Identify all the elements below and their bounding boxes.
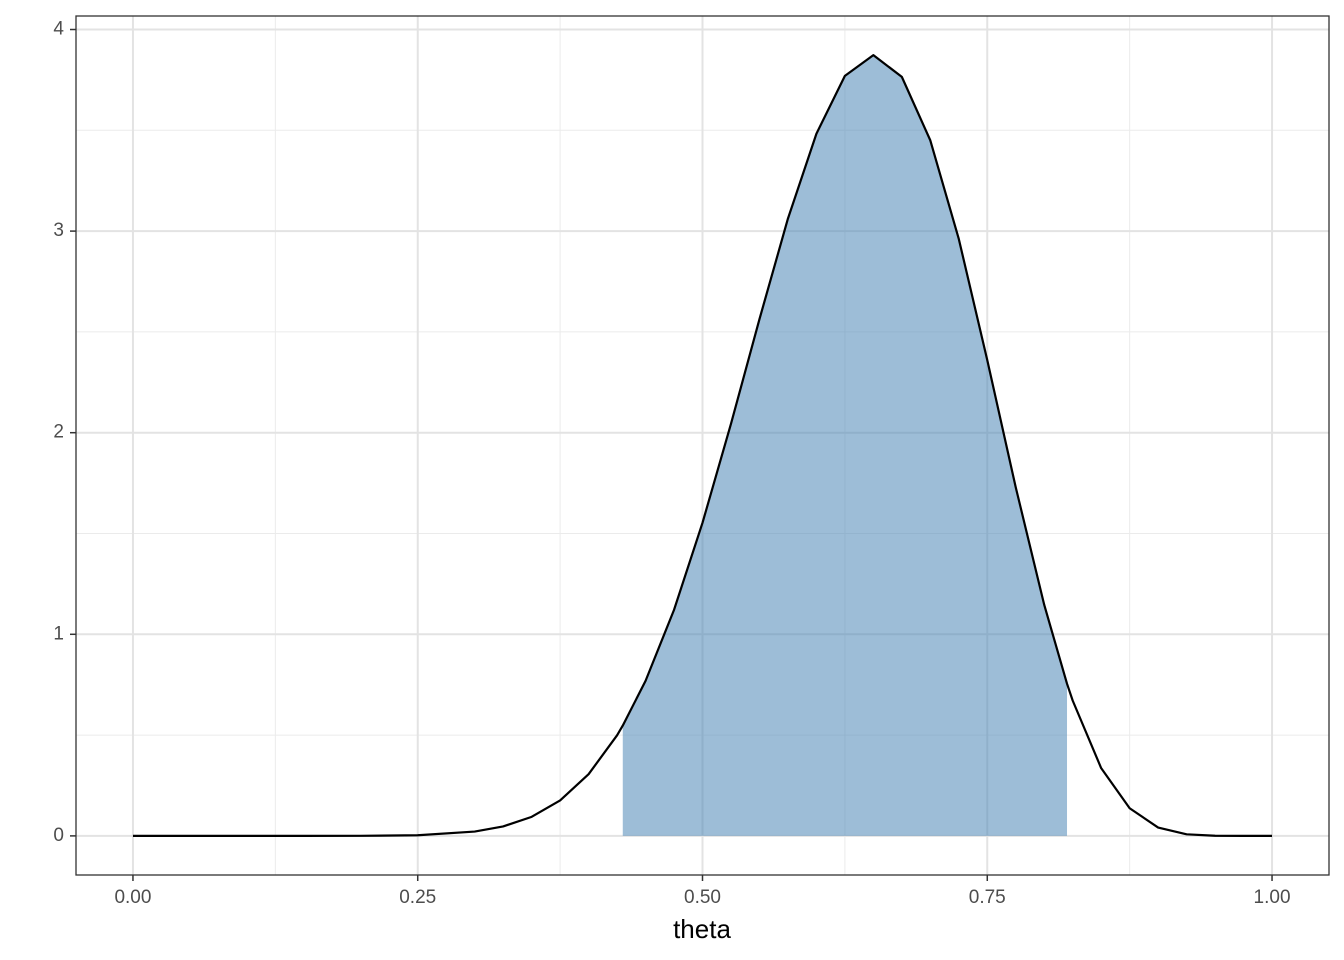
x-tick-label: 1.00 — [1254, 887, 1291, 908]
x-tick-label: 0.00 — [114, 887, 151, 908]
x-tick-label: 0.75 — [969, 887, 1006, 908]
density-line — [132, 54, 1273, 837]
y-tick-label: 1 — [53, 623, 64, 644]
x-axis-title: theta — [673, 914, 731, 944]
y-tick-label: 2 — [53, 422, 64, 443]
y-tick-label: 3 — [53, 220, 64, 241]
shaded-area — [622, 55, 1068, 836]
x-tick-label: 0.25 — [399, 887, 436, 908]
y-tick-label: 4 — [53, 19, 64, 40]
y-tick-label: 0 — [53, 825, 64, 846]
panel-border — [75, 15, 1330, 876]
x-tick-label: 0.50 — [684, 887, 721, 908]
